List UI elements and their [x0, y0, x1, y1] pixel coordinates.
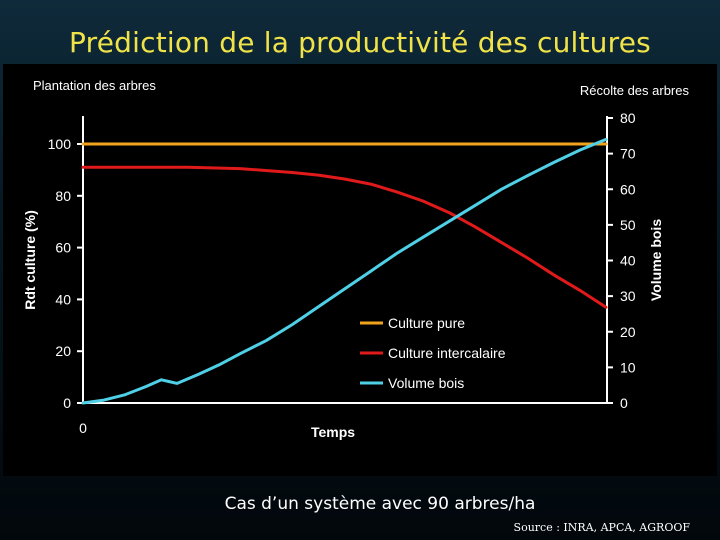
right-tick-label: 20: [620, 324, 636, 340]
right-tick-label: 50: [620, 217, 636, 233]
series-line: [81, 165, 608, 309]
legend: Culture pure Culture intercalaire Volume b…: [360, 315, 506, 391]
left-tick-label: 60: [55, 240, 71, 256]
chart-panel: 0 20 40 60 80 100 0 10 20 30 40 50 60 70 80 Culture pu…: [3, 64, 717, 476]
legend-label: Volume bois: [388, 375, 464, 391]
right-tick-label: 40: [620, 253, 636, 269]
left-tick-label: 0: [63, 395, 71, 411]
line-chart: 0 20 40 60 80 100 0 10 20 30 40 50 60 70 80 Culture pu…: [22, 78, 690, 440]
harvest-annotation: Récolte des arbres: [580, 83, 690, 98]
right-tick-label: 30: [620, 288, 636, 304]
legend-label: Culture intercalaire: [388, 345, 506, 361]
legend-label: Culture pure: [388, 315, 465, 331]
right-tick-label: 10: [620, 359, 636, 375]
x-tick-label: 0: [79, 420, 87, 436]
left-tick-label: 100: [48, 136, 72, 152]
ticks-layer: 0 20 40 60 80 100 0 10 20 30 40 50 60 70 80: [48, 110, 636, 411]
series-layer: [81, 137, 608, 405]
right-tick-label: 70: [620, 146, 636, 162]
right-tick-label: 0: [620, 395, 628, 411]
slide-caption: Cas d’un système avec 90 arbres/ha: [224, 494, 536, 514]
right-y-axis-label: Volume bois: [648, 219, 664, 301]
series-line: [81, 137, 608, 405]
source-note: Source : INRA, APCA, AGROOF: [513, 521, 690, 534]
left-y-axis-label: Rdt culture (%): [22, 210, 38, 310]
left-tick-label: 40: [55, 291, 71, 307]
right-tick-label: 80: [620, 110, 636, 126]
slide-title: Prédiction de la productivité des cultur…: [69, 26, 651, 59]
right-tick-label: 60: [620, 181, 636, 197]
left-tick-label: 80: [55, 188, 71, 204]
left-tick-label: 20: [55, 343, 71, 359]
x-axis-label: Temps: [311, 424, 355, 440]
plantation-annotation: Plantation des arbres: [33, 78, 156, 93]
